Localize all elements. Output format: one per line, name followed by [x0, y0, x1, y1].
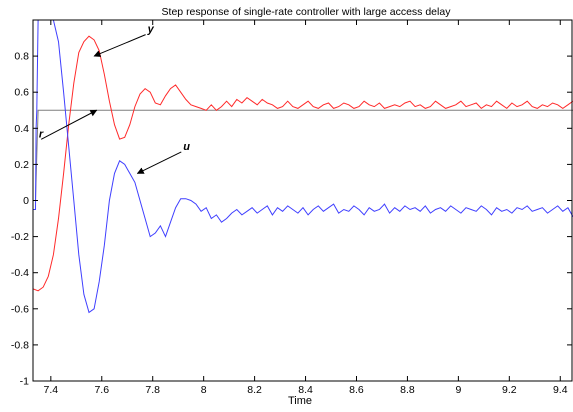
- x-axis-label: Time: [288, 395, 312, 407]
- annotation-arrow-r: [40, 109, 98, 140]
- y-tick-label: -0.6: [11, 303, 29, 315]
- x-tick-label: 9: [455, 384, 461, 396]
- x-tick-label: 8.8: [400, 384, 415, 396]
- y-tick-label: -0.4: [11, 267, 29, 279]
- annotation-arrow-y: [93, 34, 146, 57]
- series-layer: [33, 20, 573, 314]
- x-tick-label: 7.6: [94, 384, 109, 396]
- x-axis-ticks: 7.4 7.6 7.8 8 8.2 8.4 8.6 8.8 9 9.2 9.4: [44, 20, 568, 396]
- x-tick-label: 9.2: [502, 384, 517, 396]
- chart-title: Step response of single-rate controller …: [162, 6, 452, 18]
- annotation-label-y: y: [147, 24, 155, 36]
- x-tick-label: 8.4: [298, 384, 313, 396]
- x-tick-label: 9.4: [553, 384, 568, 396]
- x-tick-label: 8.6: [349, 384, 364, 396]
- y-tick-label: 0.8: [14, 51, 29, 63]
- x-tick-label: 7.4: [44, 384, 59, 396]
- series-y-line: [33, 35, 573, 292]
- y-tick-label: 0.4: [14, 123, 29, 135]
- y-tick-label: -1: [20, 376, 29, 388]
- y-tick-label: 0.2: [14, 159, 29, 171]
- y-tick-label: -0.8: [11, 339, 29, 351]
- y-tick-label: 0.6: [14, 87, 29, 99]
- y-tick-label: 0: [23, 195, 29, 207]
- y-axis-ticks: -1 -0.8 -0.6 -0.4 -0.2 0 0.2 0.4 0.6 0.8: [11, 51, 572, 388]
- annotation-label-u: u: [183, 141, 190, 153]
- annotation-label-r: r: [39, 128, 44, 140]
- x-tick-label: 8: [201, 384, 207, 396]
- annotation-layer: y r u: [39, 24, 190, 174]
- series-u-line: [33, 20, 573, 314]
- y-tick-label: -0.2: [11, 231, 29, 243]
- x-tick-label: 8.2: [247, 384, 262, 396]
- plot-frame: [32, 19, 573, 382]
- annotation-arrow-u: [136, 151, 182, 174]
- x-tick-label: 7.8: [145, 384, 160, 396]
